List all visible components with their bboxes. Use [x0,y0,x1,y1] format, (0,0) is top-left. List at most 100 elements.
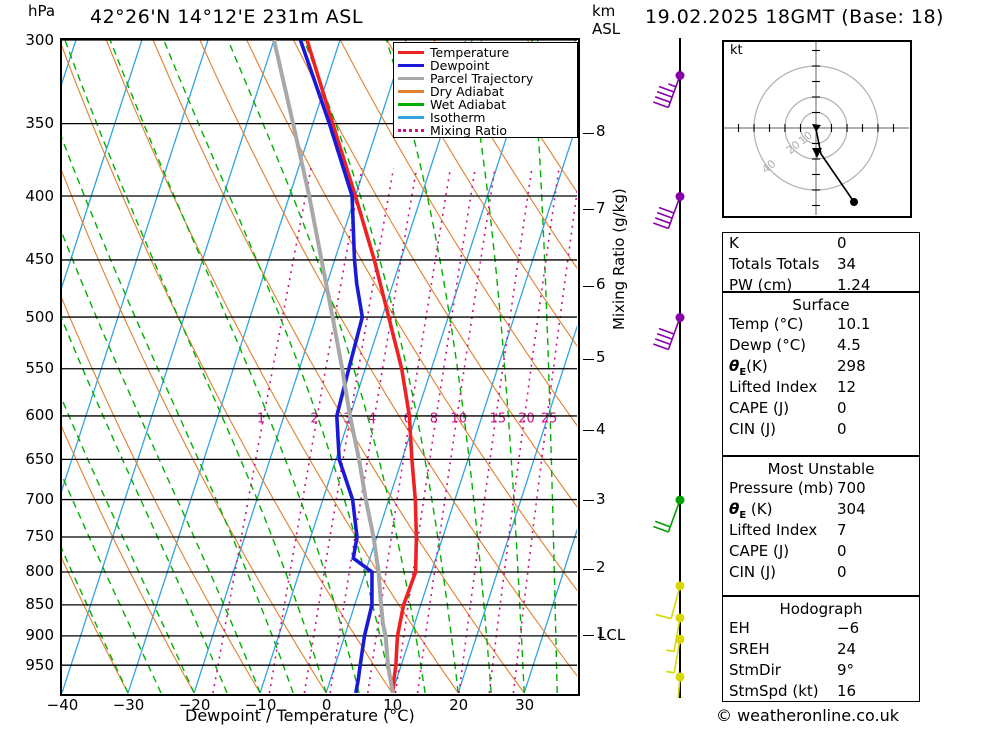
stat-label: EH [729,619,750,637]
mixing-ratio-line [367,168,452,693]
stat-label: Totals Totals [729,255,820,273]
legend-label: Isotherm [430,110,486,125]
skewt-canvas: 1 2 3 4 6 8 10 15 20 25 [62,40,577,693]
hodograph[interactable]: 10 20 40 [722,40,912,218]
wind-barb [653,313,685,351]
wind-barb-column [653,38,685,698]
mixing-ratio-line [488,168,560,693]
mixing-ratio-line [416,168,496,693]
stat-row: Lifted Index 7 [723,520,919,541]
mixing-ratio-line [268,168,363,693]
stat-row: PW (cm) 1.24 [723,275,919,296]
height-tick-8km: 8 [596,122,606,141]
legend-swatch [398,90,424,93]
legend-item-temperature: Temperature [398,46,573,59]
mixing-ratio-label: 8 [430,412,438,427]
hodograph-origin-marker [812,124,821,132]
stat-row: CAPE (J) 0 [723,398,919,419]
pressure-tick-650: 650 [25,449,54,468]
stat-value: 9° [837,661,855,679]
height-tick-mark [583,285,594,287]
legend-label: Dewpoint [430,58,490,73]
legend-label: Parcel Trajectory [430,71,534,86]
legend-item-dewpoint: Dewpoint [398,59,573,72]
pressure-tick-950: 950 [25,655,54,674]
legend-swatch [398,51,424,54]
surface-panel: Surface Temp (°C) 10.1 Dewp (°C) 4.5 θE(K) 298… [722,292,920,456]
hodograph-ring-label: 40 [759,157,778,176]
height-tick-4km: 4 [596,419,606,438]
stat-label: CAPE (J) [729,542,790,560]
stat-value: 298 [837,357,866,375]
stat-row: SREH 24 [723,639,919,660]
stat-value: 16 [837,682,857,700]
height-tick-2km: 2 [596,558,606,577]
isotherm-line [62,40,77,85]
panel-heading: Most Unstable [767,460,875,478]
dry-adiabat-line [433,40,577,269]
height-tick-mark [583,132,594,134]
stat-value: 7 [837,521,847,539]
hodograph-storm-motion-arrow [812,148,822,158]
stat-label: StmDir [729,661,781,679]
stat-label: SREH [729,640,770,658]
height-unit-label-asl: ASL [592,20,621,38]
wind-barb [653,71,685,109]
height-tick-1km: 1 [596,624,606,643]
pressure-tick-800: 800 [25,562,54,581]
mixing-ratio-label: 25 [541,412,558,427]
temperature-tick-30: 30 [515,696,535,714]
temperature-tick--10: −10 [244,696,277,714]
mixing-ratio-label: 6 [404,412,412,427]
panel-heading: Surface [792,296,850,314]
stat-value: 24 [837,640,857,658]
legend-swatch [398,64,424,67]
mixing-ratio-label: 4 [368,412,376,427]
wet-adiabat-line [64,40,327,693]
mixing-ratio-label: 15 [490,412,507,427]
lcl-marker-label: LCL [598,626,626,644]
stat-row: Pressure (mb) 700 [723,478,919,499]
isotherm-line [62,40,275,693]
height-tick-mark [583,358,594,360]
legend-label: Mixing Ratio [430,123,508,138]
wet-adiabat-line [62,474,162,693]
stat-value: 4.5 [837,336,861,354]
dry-adiabat-line [339,40,577,427]
temperature-tick--40: −40 [46,696,79,714]
stat-row: Temp (°C) 10.1 [723,314,919,335]
legend-item-parcel-trajectory: Parcel Trajectory [398,72,573,85]
stat-label: Lifted Index [729,521,818,539]
pressure-unit-label: hPa [28,2,56,20]
trace-parcel-trajectory [272,40,395,693]
dry-adiabat-line [62,426,195,693]
mixing-ratio-label: 1 [257,412,265,427]
isotherm-line [193,40,407,693]
isotherm-line [127,40,341,693]
skewt-diagram[interactable]: 1 2 3 4 6 8 10 15 20 25 [60,38,580,696]
trace-dewpoint [298,40,374,693]
stat-label: θE (K) [729,500,773,521]
stat-label: StmSpd (kt) [729,682,819,700]
mixing-ratio-label: 2 [310,412,318,427]
legend-label: Dry Adiabat [430,84,505,99]
stat-value: 34 [837,255,857,273]
stat-label: θE(K) [729,357,768,378]
pressure-tick-600: 600 [25,406,54,425]
stat-label: Temp (°C) [729,315,804,333]
temperature-tick--20: −20 [178,696,211,714]
isotherm-line [523,528,577,693]
stat-label: CIN (J) [729,563,777,581]
height-tick-mark [583,209,594,211]
mixing-ratio-axis-title: Mixing Ratio (g/kg) [610,188,628,330]
wet-adiabat-line [303,40,459,693]
height-tick-mark [583,500,594,502]
height-tick-3km: 3 [596,489,606,508]
pressure-tick-750: 750 [25,527,54,546]
panel-heading: Hodograph [779,600,863,618]
stat-row: Dewp (°C) 4.5 [723,335,919,356]
legend-label: Temperature [430,45,510,60]
pressure-tick-500: 500 [25,307,54,326]
